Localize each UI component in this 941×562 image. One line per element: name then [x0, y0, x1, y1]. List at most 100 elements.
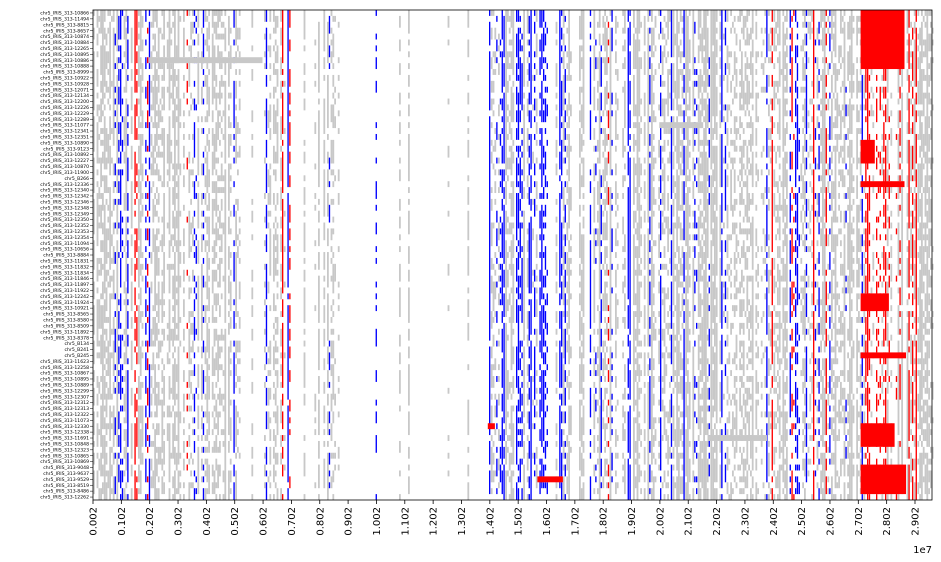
heatmap-cell [237, 246, 239, 258]
heatmap-cell [204, 393, 207, 400]
heatmap-cell [170, 139, 173, 146]
heatmap-cell [332, 411, 335, 424]
heatmap-cell [868, 358, 871, 371]
heatmap-cell [769, 311, 772, 317]
heatmap-cell [570, 381, 572, 388]
heatmap-cell [105, 228, 108, 264]
heatmap-cell [139, 263, 142, 276]
heatmap-cell [134, 210, 136, 217]
heatmap-cell [215, 269, 218, 282]
heatmap-cell [600, 376, 602, 382]
heatmap-cell [728, 393, 731, 400]
heatmap-cell [721, 429, 723, 489]
heatmap-cell [760, 275, 763, 282]
heatmap-cell [93, 440, 95, 447]
heatmap-cell [836, 234, 839, 247]
heatmap-cell [582, 234, 585, 317]
heatmap-cell [708, 128, 710, 134]
heatmap-cell [269, 10, 272, 22]
heatmap-cell [661, 376, 664, 382]
heatmap-cell [546, 27, 548, 34]
heatmap-cell [899, 287, 901, 306]
heatmap-cell [858, 110, 860, 123]
heatmap-cell [730, 399, 732, 406]
heatmap-cell [121, 405, 124, 412]
heatmap-cell [190, 470, 192, 477]
heatmap-cell [856, 316, 858, 323]
heatmap-cell [534, 86, 536, 93]
heatmap-cell [499, 287, 502, 294]
heatmap-cell [852, 452, 855, 459]
heatmap-cell [109, 275, 111, 288]
heatmap-cell [850, 222, 853, 235]
heatmap-cell [611, 263, 613, 270]
heatmap-cell [809, 98, 812, 105]
heatmap-cell [652, 187, 655, 205]
heatmap-cell [123, 246, 126, 253]
heatmap-cell [494, 405, 497, 418]
heatmap-cell [202, 98, 205, 105]
heatmap-cell [161, 340, 164, 347]
heatmap-cell [694, 69, 696, 75]
heatmap-cell [667, 175, 669, 182]
heatmap-cell [528, 476, 530, 489]
heatmap-cell [543, 446, 545, 453]
heatmap-cell [667, 352, 669, 359]
heatmap-cell [161, 269, 164, 276]
heatmap-cell [622, 263, 624, 270]
heatmap-cell [211, 305, 214, 323]
heatmap-cell [147, 358, 149, 371]
heatmap-cell [330, 39, 333, 46]
heatmap-cell [570, 51, 572, 64]
heatmap-cell [318, 210, 320, 223]
heatmap-cell [157, 145, 160, 158]
heatmap-cell [521, 139, 523, 146]
heatmap-cell [555, 116, 558, 129]
heatmap-cell [872, 275, 875, 282]
heatmap-cell [219, 10, 221, 22]
heatmap-cell [276, 358, 279, 365]
heatmap-cell [530, 198, 532, 211]
heatmap-cell [670, 423, 673, 447]
heatmap-cell [534, 181, 536, 188]
heatmap-cell [755, 204, 758, 211]
heatmap-cell [204, 435, 207, 441]
heatmap-cell [802, 411, 804, 424]
heatmap-cell [328, 63, 331, 70]
heatmap-cell [543, 98, 545, 105]
heatmap-cell [685, 145, 687, 188]
heatmap-cell [856, 15, 858, 46]
heatmap-cell [665, 98, 668, 105]
heatmap-cell [831, 181, 833, 211]
heatmap-cell [265, 352, 268, 365]
heatmap-cell [535, 299, 538, 317]
heatmap-cell [328, 411, 331, 424]
heatmap-cell [141, 381, 144, 388]
heatmap-cell [559, 311, 561, 329]
heatmap-cell [156, 51, 158, 58]
heatmap-cell [219, 411, 221, 418]
heatmap-cell [161, 57, 164, 70]
heatmap-cell [183, 133, 185, 140]
heatmap-cell [816, 240, 819, 247]
heatmap-cell [157, 364, 160, 371]
heatmap-cell [600, 193, 602, 199]
heatmap-cell [375, 10, 377, 16]
heatmap-cell [543, 110, 545, 123]
heatmap-cell [741, 476, 743, 483]
heatmap-cell [719, 10, 722, 16]
heatmap-cell [112, 181, 115, 194]
heatmap-cell [800, 193, 803, 199]
heatmap-cell [609, 10, 612, 16]
heatmap-cell [764, 27, 767, 34]
heatmap-cell [670, 393, 673, 418]
heatmap-cell [906, 246, 909, 253]
heatmap-cell [183, 163, 185, 170]
heatmap-cell [237, 358, 239, 365]
heatmap-cell [688, 246, 691, 258]
heatmap-cell [220, 393, 223, 406]
heatmap-cell [796, 464, 799, 471]
heatmap-cell [766, 494, 768, 500]
heatmap-cell [890, 92, 893, 99]
heatmap-cell [769, 328, 772, 347]
